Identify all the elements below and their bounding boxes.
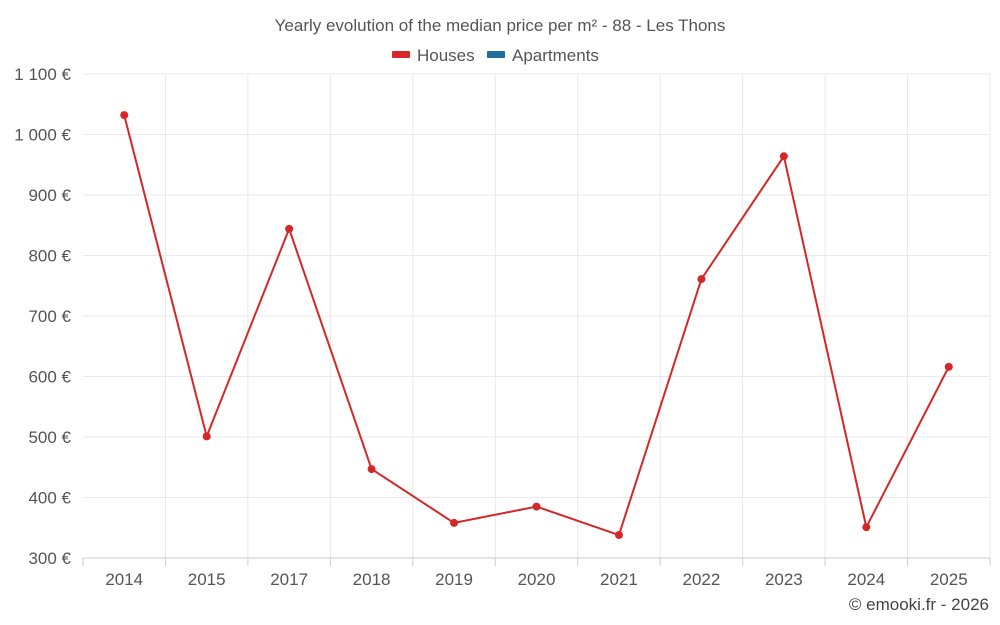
legend: Houses Apartments (392, 46, 599, 65)
legend-label-houses: Houses (417, 46, 475, 65)
x-tick-label: 2015 (188, 570, 226, 589)
chart-title: Yearly evolution of the median price per… (275, 16, 726, 35)
y-tick-label: 600 € (28, 368, 71, 387)
y-tick-label: 800 € (28, 247, 71, 266)
series-layer (120, 111, 953, 540)
data-point[interactable] (779, 152, 788, 161)
data-point[interactable] (367, 465, 376, 474)
data-point[interactable] (697, 275, 706, 284)
x-axis-tick-labels: 2014 2015 2017 2018 2019 2020 2021 2022 2023 2024… (105, 570, 967, 589)
legend-swatch-houses (392, 51, 410, 58)
data-point[interactable] (862, 523, 871, 532)
data-point[interactable] (202, 432, 211, 441)
x-tick-label: 2017 (270, 570, 308, 589)
y-tick-label: 1 000 € (14, 126, 71, 145)
y-tick-label: 900 € (28, 186, 71, 205)
x-tick-label: 2019 (435, 570, 473, 589)
y-axis-tick-labels: 300 € 400 € 500 € 600 € 700 € 800 € 900 € 1 000… (14, 65, 71, 568)
legend-swatch-apartments (487, 51, 505, 58)
legend-label-apartments: Apartments (512, 46, 599, 65)
x-tick-label: 2021 (600, 570, 638, 589)
legend-item-houses[interactable]: Houses (392, 46, 475, 65)
x-tick-label: 2020 (518, 570, 556, 589)
x-tick-label: 2025 (930, 570, 968, 589)
x-tick-label: 2022 (682, 570, 720, 589)
gridlines (83, 73, 991, 558)
y-tick-label: 700 € (28, 307, 71, 326)
x-tick-label: 2024 (847, 570, 885, 589)
axes (82, 557, 991, 566)
data-point[interactable] (532, 502, 541, 511)
y-tick-label: 500 € (28, 428, 71, 447)
credit-text: © emooki.fr - 2026 (849, 595, 989, 614)
y-tick-label: 1 100 € (14, 65, 71, 84)
data-point[interactable] (450, 518, 459, 527)
data-point[interactable] (120, 111, 129, 120)
x-tick-label: 2018 (353, 570, 391, 589)
data-point[interactable] (614, 531, 623, 540)
y-tick-label: 400 € (28, 489, 71, 508)
y-tick-label: 300 € (28, 549, 71, 568)
data-point[interactable] (285, 224, 294, 233)
x-tick-label: 2014 (105, 570, 143, 589)
legend-item-apartments[interactable]: Apartments (487, 46, 599, 65)
data-point[interactable] (944, 362, 953, 371)
x-tick-label: 2023 (765, 570, 803, 589)
series-houses (120, 111, 953, 540)
